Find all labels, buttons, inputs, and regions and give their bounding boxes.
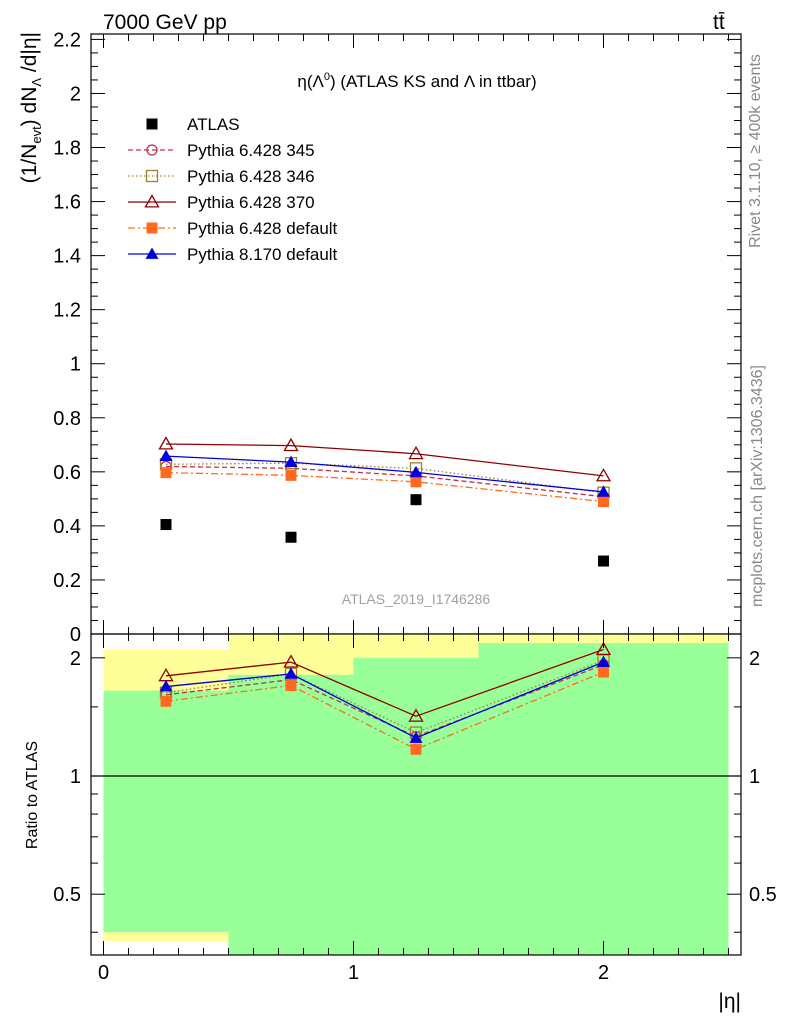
ratio-point-pythia-6-428-default xyxy=(160,695,172,707)
data-point-pythia-8-170-default xyxy=(284,455,298,467)
ratio-line-pythia-6-428-370 xyxy=(165,648,604,717)
ratio-point-pythia-6-428-370 xyxy=(595,641,612,656)
ratio-point-pythia-6-428-default xyxy=(598,666,609,678)
legend-marker-pythia-8-170-default xyxy=(145,247,159,259)
data-point-pythia-8-170-default xyxy=(597,485,610,497)
y-tick-label: 1.6 xyxy=(53,192,81,214)
series-line-pythia-6-428-370 xyxy=(165,443,604,477)
ratio-line-pythia-6-428-346 xyxy=(165,659,604,734)
series-line-pythia-6-428-345 xyxy=(165,465,604,498)
x-tick-label: 1 xyxy=(348,962,359,984)
header-process-label: tt̄ xyxy=(713,11,725,34)
green-band xyxy=(228,674,354,955)
y-tick-label: 0.6 xyxy=(53,462,81,484)
legend-label: Pythia 8.170 default xyxy=(187,245,338,264)
main-y-axis-label: (1/Nevt) dNΛ /d|η| xyxy=(18,32,44,183)
mcplots-label: mcplots.cern.ch [arXiv:1306.3436] xyxy=(749,365,766,607)
series-line-pythia-6-428-346 xyxy=(165,462,604,494)
ratio-y-axis-label: Ratio to ATLAS xyxy=(24,741,41,849)
y-tick-label: 1 xyxy=(70,354,81,376)
y-tick-label: 1.2 xyxy=(53,300,81,322)
ratio-panel: Ratio to ATLAS |η| 0.5 0.5 1 1 2 2 0 1 2 xyxy=(24,633,777,1013)
data-point-pythia-6-428-370 xyxy=(158,436,174,450)
y-tick-label: 1.4 xyxy=(53,246,81,268)
x-tick-label: 0 xyxy=(98,962,109,984)
header-energy-label: 7000 GeV pp xyxy=(103,11,227,34)
rivet-version-label: Rivet 3.1.10, ≥ 400k events xyxy=(747,54,764,248)
legend-label: Pythia 6.428 345 xyxy=(187,141,315,160)
ratio-point-pythia-8-170-default xyxy=(409,731,423,743)
ratio-line-pythia-6-428-default xyxy=(165,671,604,750)
y-tick-label: 0.2 xyxy=(53,570,81,592)
ratio-y-tick-label-right: 0.5 xyxy=(749,884,777,906)
legend-label: Pythia 6.428 346 xyxy=(187,167,315,186)
data-point-pythia-8-170-default xyxy=(159,449,173,462)
ratio-point-pythia-8-170-default xyxy=(159,680,173,692)
green-band xyxy=(478,643,729,955)
y-tick-label: 0.4 xyxy=(53,516,81,538)
ratio-line-pythia-8-170-default xyxy=(165,661,604,739)
legend-marker-pythia-6-428-default xyxy=(146,222,158,234)
legend-marker-atlas xyxy=(146,118,158,130)
data-point-pythia-8-170-default xyxy=(409,465,423,478)
uncertainty-bands xyxy=(103,634,729,955)
y-tick-label: 2.2 xyxy=(53,29,81,51)
data-point-atlas xyxy=(410,494,422,506)
legend-label: Pythia 6.428 370 xyxy=(187,193,315,212)
main-title: η(Λ0) (ATLAS KS and Λ in ttbar) xyxy=(297,71,536,91)
main-panel: η(Λ0) (ATLAS KS and Λ in ttbar) ATLAS_20… xyxy=(18,29,742,646)
legend-marker-pythia-6-428-370 xyxy=(144,194,160,208)
legend-marker-pythia-6-428-346 xyxy=(145,169,159,183)
legend-marker-pythia-6-428-345 xyxy=(146,144,158,156)
ratio-y-tick-label: 2 xyxy=(70,648,81,670)
data-point-atlas xyxy=(285,531,297,543)
ratio-y-tick-label: 1 xyxy=(70,766,81,788)
ratio-y-tick-label-right: 2 xyxy=(749,648,760,670)
ratio-point-pythia-6-428-370 xyxy=(283,654,299,668)
green-band xyxy=(353,657,479,955)
ratio-y-tick-label: 0.5 xyxy=(53,884,81,906)
data-point-atlas xyxy=(598,555,609,567)
y-tick-label: 2 xyxy=(70,83,81,105)
legend-label: Pythia 6.428 default xyxy=(187,219,338,238)
ratio-point-pythia-6-428-default xyxy=(410,743,422,755)
x-axis-label: |η| xyxy=(718,990,741,1013)
y-tick-label: 1.8 xyxy=(53,138,81,160)
data-point-pythia-6-428-default xyxy=(160,467,172,479)
y-tick-label: 0.8 xyxy=(53,408,81,430)
ratio-point-pythia-8-170-default xyxy=(284,667,298,679)
y-tick-label: 0 xyxy=(70,624,81,646)
legend: ATLAS Pythia 6.428 345 Pythia 6.428 346 Pyt… xyxy=(128,115,338,264)
x-tick-label: 2 xyxy=(598,962,609,984)
data-point-atlas xyxy=(160,519,172,531)
ratio-plot-frame xyxy=(90,633,742,956)
ratio-point-pythia-8-170-default xyxy=(597,655,610,668)
series-line-pythia-6-428-default xyxy=(165,471,604,503)
data-point-pythia-6-428-370 xyxy=(595,468,612,482)
data-point-pythia-6-428-default xyxy=(598,496,609,508)
ratio-point-pythia-6-428-default xyxy=(285,680,297,692)
legend-label: ATLAS xyxy=(187,115,240,134)
green-band xyxy=(103,690,229,933)
data-point-pythia-6-428-default xyxy=(410,476,422,488)
data-point-pythia-6-428-default xyxy=(285,469,297,481)
data-point-pythia-6-428-370 xyxy=(408,445,424,460)
analysis-label: ATLAS_2019_I1746286 xyxy=(342,591,491,607)
data-point-pythia-6-428-370 xyxy=(283,437,299,452)
series-line-pythia-8-170-default xyxy=(165,455,604,493)
ratio-point-pythia-6-428-370 xyxy=(408,708,424,722)
ratio-y-tick-label-right: 1 xyxy=(749,766,760,788)
